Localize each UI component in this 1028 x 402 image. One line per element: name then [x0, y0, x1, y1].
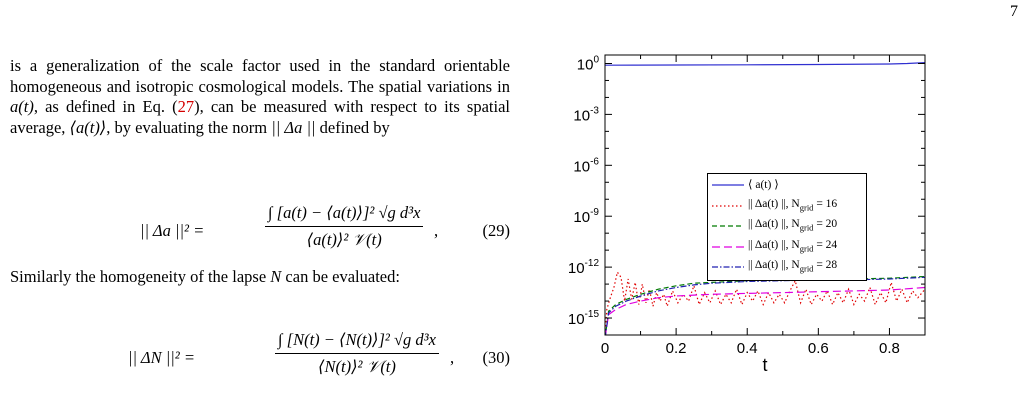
paragraph-intro: is a generalization of the scale factor …	[10, 56, 510, 138]
series-line-2	[605, 275, 925, 335]
legend-swatch-4	[712, 266, 744, 268]
legend-label-1: || Δa(t) ||, Ngrid = 16	[748, 197, 838, 212]
x-tick-label-2: 0.4	[737, 340, 758, 357]
equation-29-fraction: ∫ [a(t) − ⟨a(t)⟩]² √g d³x ⟨a(t)⟩² 𝒱(t)	[265, 203, 424, 250]
equation-30-number: (30)	[482, 348, 511, 367]
para1-math-norm: || Δa ||	[271, 117, 316, 137]
equation-29: || Δa ||² = ∫ [a(t) − ⟨a(t)⟩]² √g d³x ⟨a…	[10, 203, 510, 263]
legend-label-2: || Δa(t) ||, Ngrid = 20	[748, 218, 838, 233]
equation-30-trail: ,	[450, 348, 455, 367]
legend-swatch-3	[712, 245, 744, 248]
x-tick-label-0: 0	[601, 340, 609, 357]
x-tick-label-1: 0.2	[666, 340, 687, 357]
para1-text-a: is a generalization of the scale factor …	[10, 56, 510, 96]
equation-29-denominator: ⟨a(t)⟩² 𝒱(t)	[306, 230, 382, 249]
series-line-3	[605, 286, 925, 335]
para1-text-e: defined by	[315, 117, 390, 137]
equation-29-numerator: ∫ [a(t) − ⟨a(t)⟩]² √g d³x	[265, 203, 424, 227]
para1-math-average: ⟨a(t)⟩	[69, 117, 107, 137]
equation-29-number: (29)	[482, 221, 511, 240]
equation-30: || ΔN ||² = ∫ [N(t) − ⟨N(t)⟩]² √g d³x ⟨N…	[10, 330, 510, 390]
figure-norm-plot: 0 0.2 0.4 0.6 0.8 100 10-3 10-6 10-9 10-12 10-15 t …	[540, 40, 960, 402]
x-axis-label: t	[762, 355, 767, 375]
equation-30-denominator: ⟨N(t)⟩² 𝒱(t)	[318, 357, 396, 376]
y-tick-label-1: 10-3	[573, 105, 599, 124]
para2-math-n: N	[270, 267, 282, 286]
x-tick-label-3: 0.6	[808, 340, 829, 357]
y-tick-label-3: 10-9	[573, 207, 599, 226]
equation-29-lhs: || Δa ||² =	[140, 221, 205, 240]
equation-30-numerator: ∫ [N(t) − ⟨N(t)⟩]² √g d³x	[275, 330, 439, 354]
y-tick-label-5: 10-15	[568, 309, 600, 328]
x-tick-label-4: 0.8	[879, 340, 900, 357]
equation-29-trail: ,	[434, 221, 439, 240]
legend-entry-2: || Δa(t) ||, Ngrid = 20	[708, 218, 868, 234]
y-tick-label-2: 10-6	[573, 156, 599, 175]
series-line-1	[605, 270, 925, 335]
equation-30-fraction: ∫ [N(t) − ⟨N(t)⟩]² √g d³x ⟨N(t)⟩² 𝒱(t)	[275, 330, 439, 377]
y-tick-label-4: 10-12	[568, 258, 600, 277]
page-number: 7	[1010, 3, 1018, 20]
legend-label-4: || Δa(t) ||, Ngrid = 28	[748, 259, 838, 274]
legend-entry-3: || Δa(t) ||, Ngrid = 24	[708, 239, 868, 255]
legend-swatch-1	[712, 204, 744, 207]
para1-text-b: , as defined in Eq. (	[33, 97, 178, 116]
legend-swatch-0	[712, 184, 744, 186]
legend-label-0: ⟨ a(t) ⟩	[748, 179, 779, 191]
paragraph-lapse: Similarly the homogeneity of the lapse N…	[10, 267, 510, 288]
legend-entry-0: ⟨ a(t) ⟩	[708, 177, 868, 193]
legend-label-3: || Δa(t) ||, Ngrid = 24	[748, 238, 838, 253]
chart-legend: ⟨ a(t) ⟩ || Δa(t) ||, Ngrid = 16 || Δa(t) …	[707, 173, 867, 281]
equation-30-lhs: || ΔN ||² =	[128, 348, 195, 367]
equation-reference-link[interactable]: 27	[177, 97, 195, 116]
legend-swatch-2	[712, 225, 744, 227]
legend-entry-1: || Δa(t) ||, Ngrid = 16	[708, 198, 868, 214]
series-line-0	[605, 62, 925, 66]
para2-text-a: Similarly the homogeneity of the lapse	[10, 267, 271, 286]
para1-math-a: a(t)	[10, 97, 34, 116]
para1-text-c: ), can be measured with respect to its s…	[10, 97, 510, 137]
legend-entry-4: || Δa(t) ||, Ngrid = 28	[708, 259, 868, 275]
series-line-4	[605, 276, 925, 335]
y-tick-label-0: 100	[577, 54, 600, 73]
para1-text-d: , by evaluating the norm	[106, 117, 272, 137]
para2-text-b: can be evaluated:	[281, 267, 400, 286]
plot-frame	[604, 54, 926, 336]
